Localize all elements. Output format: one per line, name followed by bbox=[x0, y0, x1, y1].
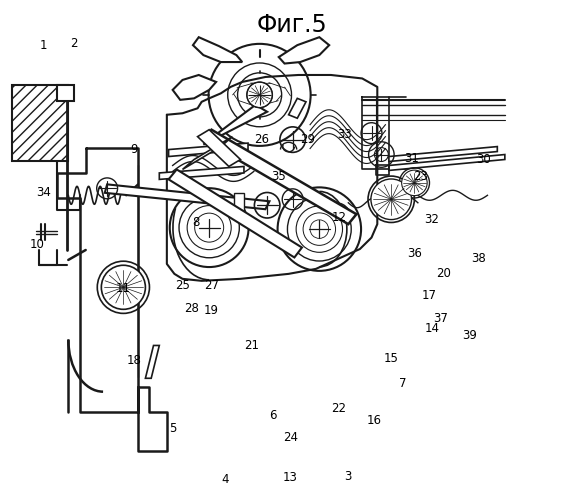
Text: 6: 6 bbox=[269, 408, 277, 422]
Text: 9: 9 bbox=[130, 143, 138, 156]
Text: 27: 27 bbox=[204, 280, 219, 292]
Polygon shape bbox=[173, 75, 216, 100]
Polygon shape bbox=[279, 37, 329, 64]
Text: 38: 38 bbox=[471, 252, 486, 266]
Polygon shape bbox=[198, 130, 240, 166]
Text: 24: 24 bbox=[283, 432, 298, 444]
Polygon shape bbox=[168, 170, 302, 258]
Text: 39: 39 bbox=[463, 329, 477, 342]
Text: 1: 1 bbox=[40, 38, 47, 52]
Polygon shape bbox=[389, 154, 505, 170]
Text: 23: 23 bbox=[413, 170, 428, 183]
Text: 30: 30 bbox=[477, 153, 491, 166]
Polygon shape bbox=[203, 130, 356, 224]
Circle shape bbox=[247, 82, 272, 108]
Text: 15: 15 bbox=[384, 352, 399, 365]
Text: 2: 2 bbox=[71, 37, 78, 50]
Text: 10: 10 bbox=[30, 238, 45, 250]
Text: 5: 5 bbox=[169, 422, 176, 434]
Circle shape bbox=[371, 179, 412, 220]
Text: Фиг.5: Фиг.5 bbox=[256, 14, 327, 38]
Polygon shape bbox=[193, 37, 242, 62]
Polygon shape bbox=[57, 85, 74, 101]
Text: 8: 8 bbox=[192, 216, 199, 229]
Text: 11: 11 bbox=[116, 282, 131, 296]
Text: 26: 26 bbox=[254, 133, 269, 146]
Text: 29: 29 bbox=[300, 133, 315, 146]
Circle shape bbox=[402, 170, 427, 196]
Text: 14: 14 bbox=[424, 322, 440, 335]
Text: 7: 7 bbox=[399, 377, 406, 390]
Text: 17: 17 bbox=[422, 289, 437, 302]
Polygon shape bbox=[12, 85, 68, 160]
Text: 16: 16 bbox=[366, 414, 381, 426]
Text: 19: 19 bbox=[204, 304, 219, 317]
Polygon shape bbox=[168, 143, 248, 156]
Polygon shape bbox=[389, 146, 497, 162]
Text: 18: 18 bbox=[127, 354, 141, 367]
Text: 33: 33 bbox=[338, 128, 352, 141]
Polygon shape bbox=[203, 105, 267, 144]
Polygon shape bbox=[234, 193, 244, 214]
Text: 4: 4 bbox=[221, 473, 229, 486]
Text: 35: 35 bbox=[271, 170, 286, 183]
Text: 13: 13 bbox=[283, 471, 298, 484]
Polygon shape bbox=[289, 98, 306, 118]
Text: 36: 36 bbox=[407, 248, 422, 260]
Text: 22: 22 bbox=[332, 402, 346, 414]
Text: 28: 28 bbox=[184, 302, 199, 315]
Text: 20: 20 bbox=[436, 268, 451, 280]
Circle shape bbox=[101, 266, 145, 310]
Text: 3: 3 bbox=[345, 470, 352, 482]
Polygon shape bbox=[159, 166, 244, 179]
Text: 21: 21 bbox=[245, 339, 259, 352]
Text: 31: 31 bbox=[405, 152, 420, 164]
Text: 32: 32 bbox=[424, 212, 439, 226]
Polygon shape bbox=[182, 136, 233, 170]
Text: 37: 37 bbox=[434, 312, 448, 325]
Text: 34: 34 bbox=[36, 186, 51, 200]
Polygon shape bbox=[105, 184, 269, 209]
Text: 12: 12 bbox=[332, 211, 346, 224]
Polygon shape bbox=[145, 346, 159, 378]
Text: 25: 25 bbox=[175, 280, 190, 292]
